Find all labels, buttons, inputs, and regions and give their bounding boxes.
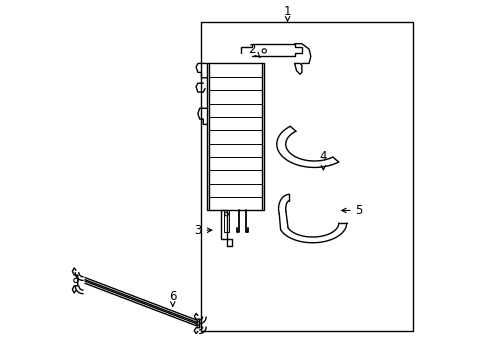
Text: 5: 5 — [341, 204, 362, 217]
Text: 6: 6 — [169, 290, 176, 306]
Text: 3: 3 — [194, 224, 211, 237]
Text: 2: 2 — [247, 42, 260, 58]
Text: 4: 4 — [319, 150, 326, 170]
Bar — [201, 22, 412, 330]
Text: 1: 1 — [283, 5, 291, 21]
